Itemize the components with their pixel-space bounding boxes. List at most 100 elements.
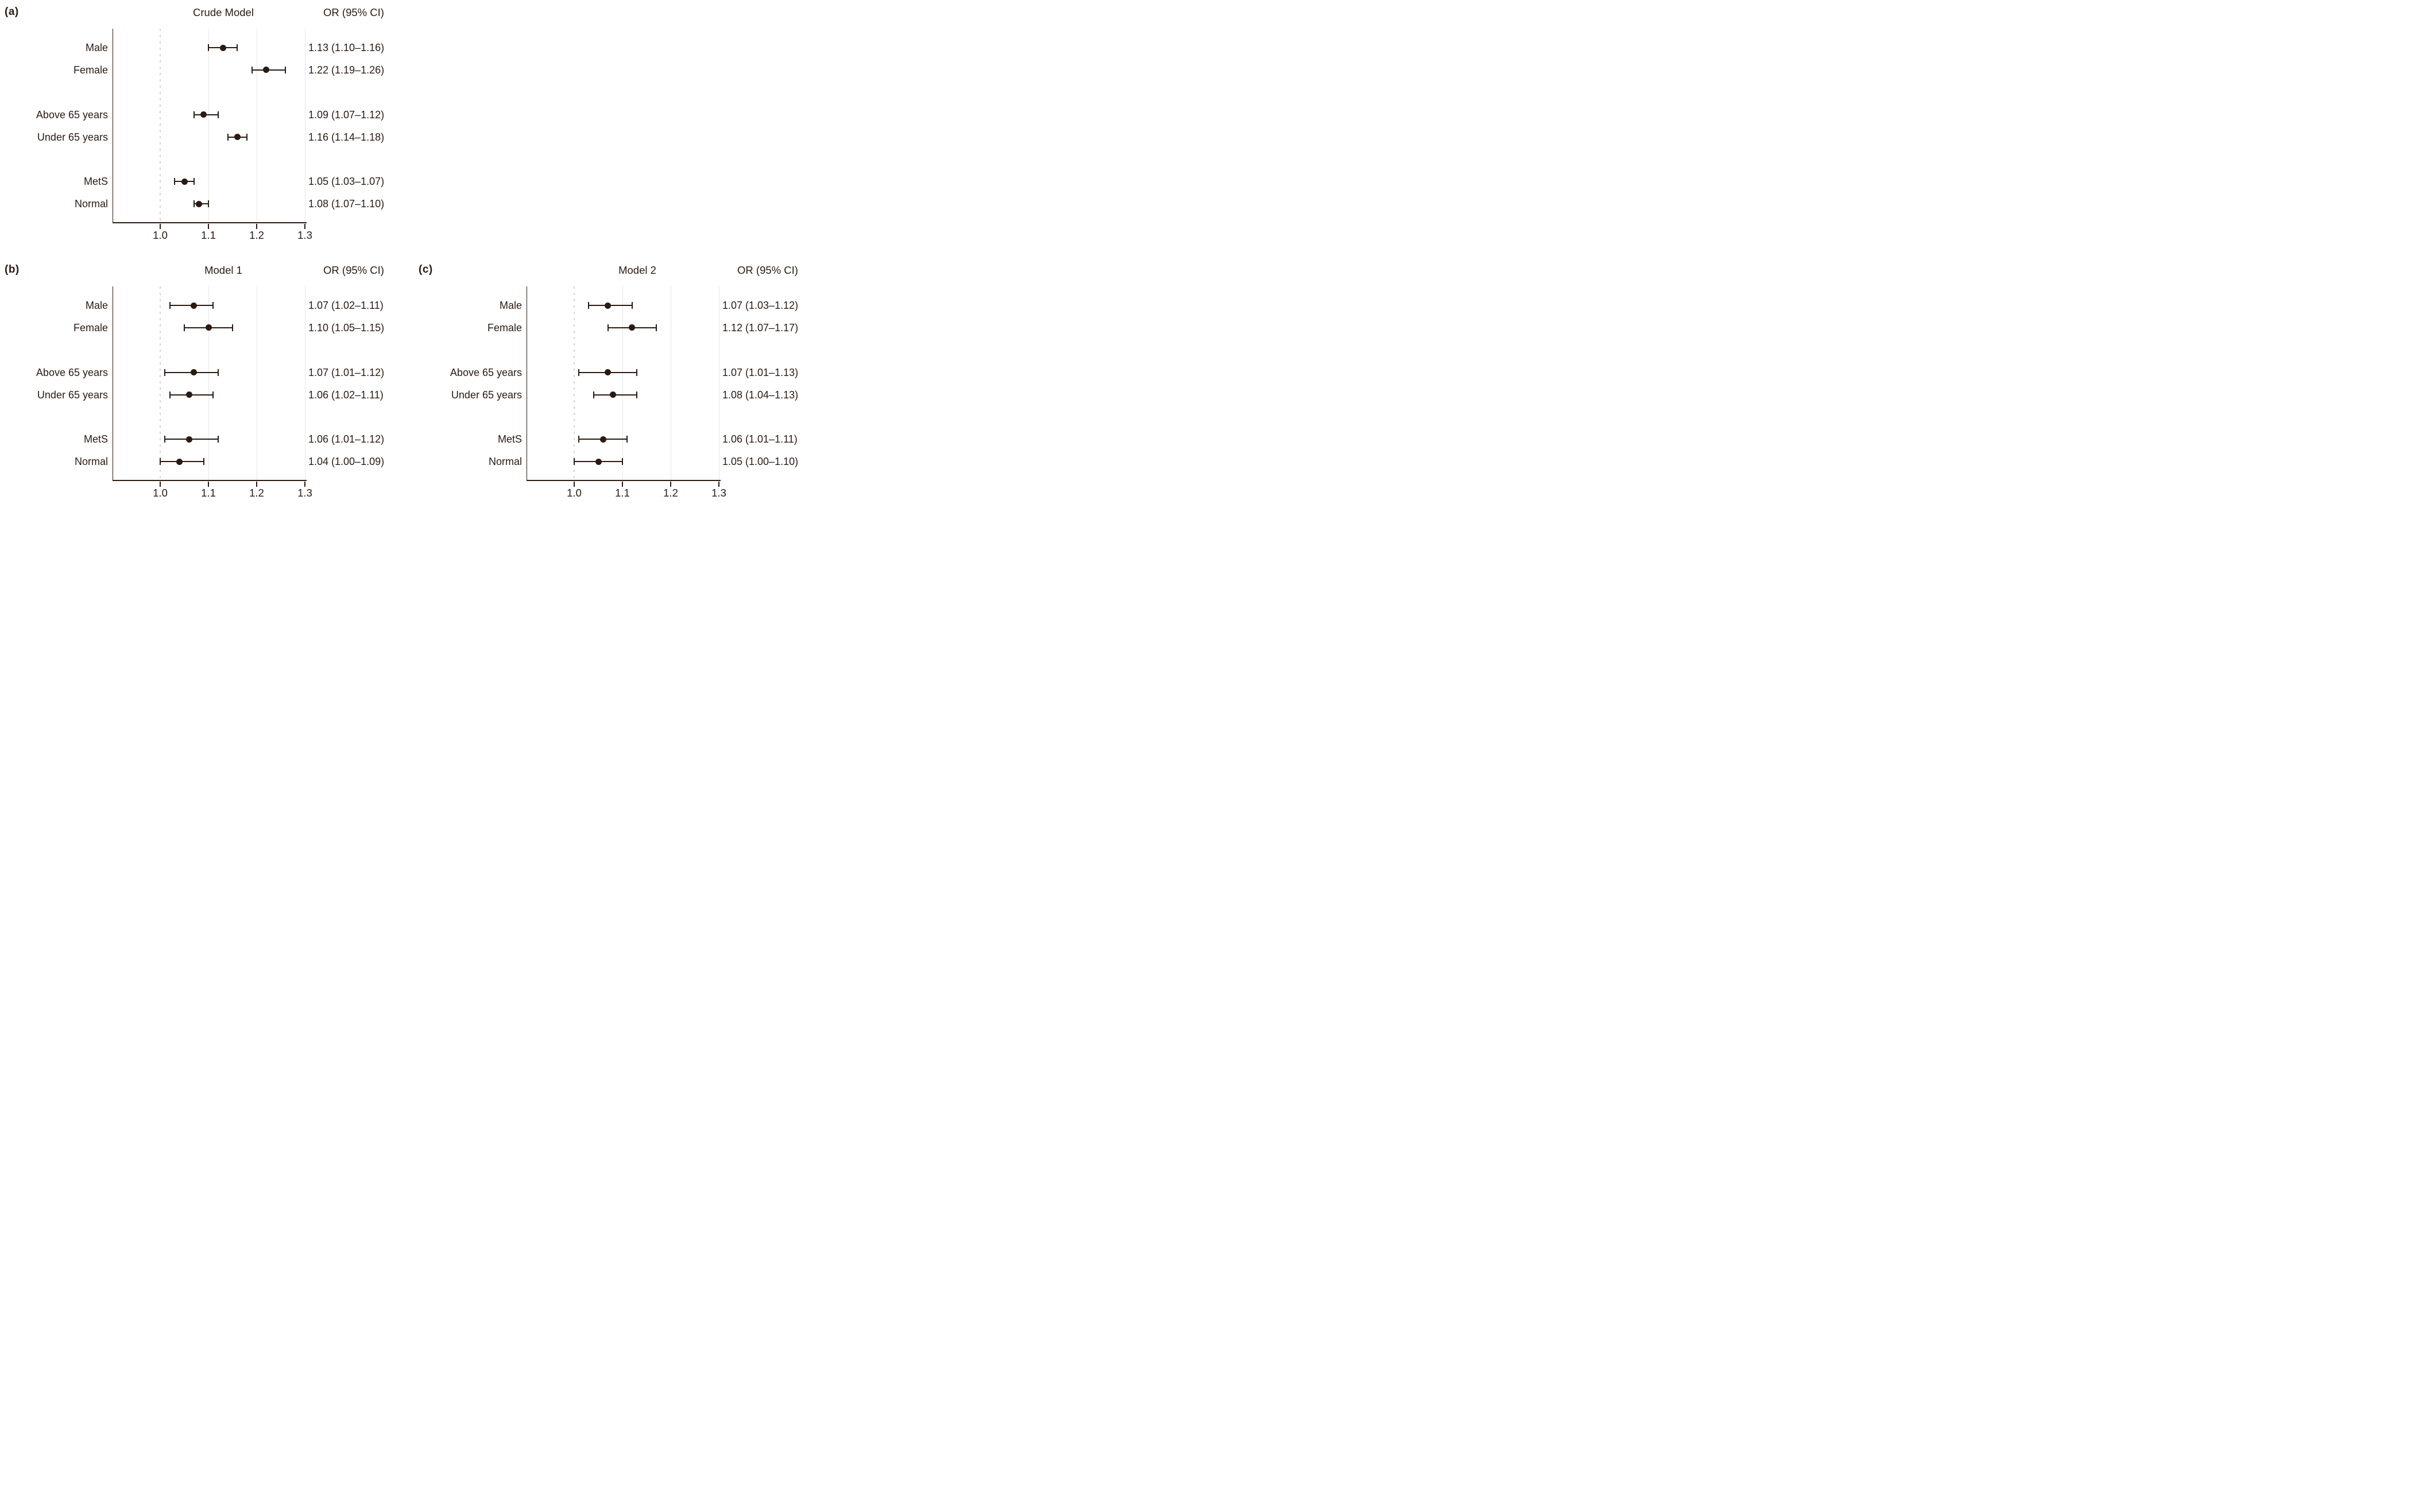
axis-tick — [256, 223, 257, 229]
category-label: Normal — [74, 198, 108, 210]
or-ci-value: 1.04 (1.00–1.09) — [308, 456, 385, 468]
ci-cap-left — [588, 302, 590, 309]
axis-tick-label: 1.1 — [201, 229, 216, 241]
or-point-marker — [605, 369, 612, 376]
or-column-header: OR (95% CI) — [323, 264, 384, 276]
or-point-marker — [595, 458, 602, 465]
or-ci-value: 1.07 (1.01–1.12) — [308, 366, 385, 378]
ci-cap-right — [193, 178, 195, 185]
category-label: Male — [85, 42, 108, 53]
category-label: Normal — [488, 456, 522, 468]
axis-tick-label: 1.2 — [663, 487, 678, 499]
or-point-marker — [263, 67, 270, 73]
or-point-marker — [191, 302, 198, 309]
or-ci-value: 1.06 (1.01–1.11) — [722, 433, 798, 445]
ci-cap-left — [184, 324, 185, 331]
ci-cap-right — [626, 436, 628, 443]
forest-plot-figure: (a) Crude Model OR (95% CI) 1.0 1.1 1.2 1.3… — [0, 0, 810, 504]
axis-tick — [208, 481, 209, 487]
axis-tick-label: 1.3 — [711, 487, 726, 499]
category-label: Above 65 years — [36, 108, 108, 121]
plot-area: 1.0 1.1 1.2 1.3 — [527, 286, 726, 499]
ci-cap-left — [607, 324, 609, 331]
ci-cap-right — [217, 436, 219, 443]
or-column-header: OR (95% CI) — [737, 264, 798, 276]
category-label: Under 65 years — [451, 389, 522, 401]
ci-cap-left — [169, 302, 171, 309]
or-point-marker — [205, 324, 212, 331]
ci-cap-right — [232, 324, 233, 331]
category-label: Male — [499, 300, 522, 311]
axis-tick-label: 1.1 — [201, 487, 216, 499]
panel-title: Model 2 — [618, 264, 656, 276]
or-ci-value: 1.05 (1.03–1.07) — [308, 176, 385, 188]
panel-letter: (c) — [419, 263, 433, 276]
axis-tick — [304, 223, 305, 229]
or-ci-value: 1.05 (1.00–1.10) — [722, 456, 799, 468]
ci-cap-left — [160, 458, 161, 466]
ci-cap-left — [578, 369, 580, 376]
or-point-marker — [191, 369, 198, 376]
axis-tick — [208, 223, 209, 229]
or-point-marker — [195, 200, 202, 207]
axis-tick-label: 1.0 — [567, 487, 582, 499]
or-point-marker — [181, 178, 188, 185]
or-point-marker — [609, 391, 616, 398]
ci-cap-left — [193, 111, 195, 118]
category-label: Female — [487, 321, 522, 334]
ci-cap-right — [208, 200, 209, 208]
or-ci-value: 1.08 (1.04–1.13) — [722, 389, 799, 401]
axis-tick — [160, 481, 161, 487]
category-label: Female — [73, 321, 108, 334]
reference-line — [160, 286, 161, 480]
or-point-marker — [629, 324, 636, 331]
axis-tick-label: 1.1 — [615, 487, 630, 499]
category-label: MetS — [497, 433, 522, 445]
reference-line — [574, 286, 575, 480]
axis-tick-label: 1.3 — [297, 487, 312, 499]
panel-c: (c) Model 2 OR (95% CI) 1.0 1.1 1.2 1.3 Mal… — [414, 258, 810, 504]
axis-tick — [622, 481, 623, 487]
ci-cap-right — [285, 66, 287, 73]
panel-letter: (b) — [5, 263, 20, 276]
ci-cap-right — [246, 133, 248, 141]
or-point-marker — [605, 302, 612, 309]
or-ci-value: 1.07 (1.03–1.12) — [722, 300, 799, 311]
category-label: Under 65 years — [37, 131, 108, 143]
ci-cap-right — [217, 369, 219, 376]
panel-title: Crude Model — [193, 6, 254, 18]
or-ci-value: 1.08 (1.07–1.10) — [308, 198, 385, 210]
category-label: Above 65 years — [36, 366, 108, 378]
ci-cap-right — [636, 391, 638, 398]
ci-cap-left — [174, 178, 176, 185]
ci-cap-left — [164, 369, 166, 376]
or-point-marker — [219, 44, 226, 51]
axis-tick — [160, 223, 161, 229]
ci-cap-left — [251, 66, 253, 73]
reference-line — [160, 29, 161, 222]
or-point-marker — [234, 134, 241, 141]
axis-tick — [574, 481, 575, 487]
or-column-header: OR (95% CI) — [323, 6, 384, 18]
gridline — [208, 29, 210, 222]
axis-tick-label: 1.3 — [297, 229, 312, 241]
ci-cap-right — [655, 324, 657, 331]
category-label: Normal — [74, 456, 108, 468]
axis-tick — [718, 481, 719, 487]
panel-a: (a) Crude Model OR (95% CI) 1.0 1.1 1.2 1.3… — [0, 0, 402, 246]
gridline — [208, 286, 210, 480]
ci-cap-left — [593, 391, 594, 398]
ci-cap-right — [203, 458, 204, 466]
or-point-marker — [200, 111, 207, 118]
or-ci-value: 1.22 (1.19–1.26) — [308, 64, 385, 76]
panel-letter: (a) — [5, 6, 19, 18]
axis-tick-label: 1.2 — [249, 229, 264, 241]
axis-tick-label: 1.0 — [153, 229, 168, 241]
gridline — [622, 286, 624, 480]
ci-cap-right — [212, 391, 214, 398]
or-ci-value: 1.07 (1.01–1.13) — [722, 366, 799, 378]
ci-cap-left — [227, 133, 229, 141]
or-ci-value: 1.06 (1.02–1.11) — [308, 389, 384, 401]
or-ci-value: 1.06 (1.01–1.12) — [308, 433, 385, 445]
ci-cap-right — [212, 302, 214, 309]
